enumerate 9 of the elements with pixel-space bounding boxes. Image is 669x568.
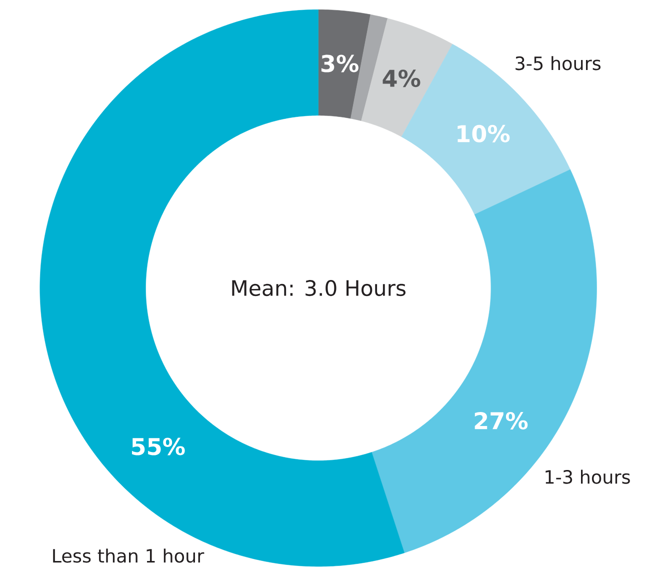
data-label: 3% xyxy=(321,54,358,72)
slice-label: 1-3 hours xyxy=(546,470,630,484)
data-label: 4% xyxy=(382,69,420,87)
data-label: 27% xyxy=(474,412,528,430)
text: Mean: 3.0 Hours xyxy=(232,280,406,296)
data-label: 55% xyxy=(132,438,185,456)
slice-label: 3-5 hours xyxy=(516,56,600,70)
data-label: 10% xyxy=(458,124,510,142)
slice-label: Less than 1 hour xyxy=(53,548,204,563)
